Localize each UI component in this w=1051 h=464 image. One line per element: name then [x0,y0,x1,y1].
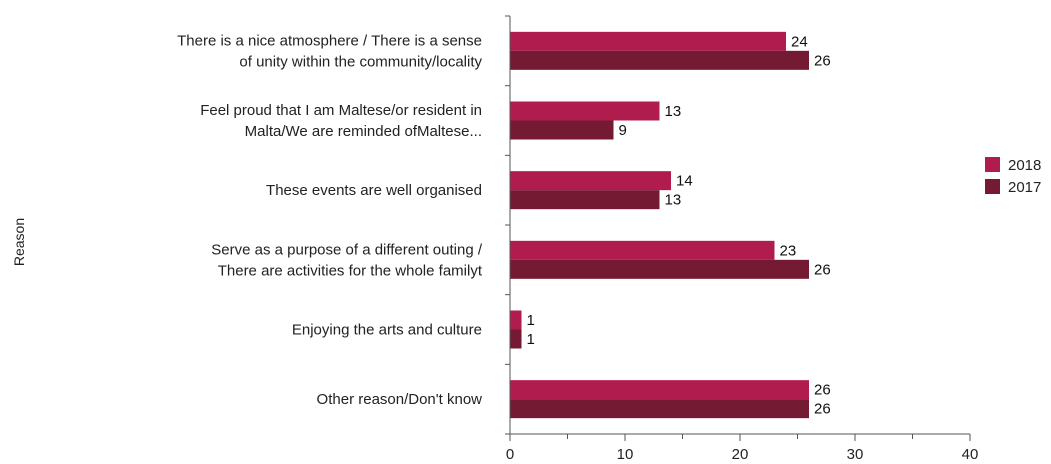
bar-2017-5 [510,399,809,419]
value-label: 9 [619,122,627,139]
bar-2017-1 [510,120,614,140]
category-label: Other reason/Don't know [317,391,483,408]
category-label-line: There is a nice atmosphere / There is a … [177,32,482,49]
x-tick-label: 10 [617,446,634,463]
value-label: 1 [527,331,535,348]
bar-2018-1 [510,101,660,121]
category-label: Feel proud that I am Maltese/or resident… [200,102,482,140]
category-label-line: Other reason/Don't know [317,391,483,408]
category-label-line: There are activities for the whole famil… [218,262,483,279]
category-label: These events are well organised [266,182,482,199]
value-label: 26 [814,261,831,278]
bar-2017-4 [510,329,522,349]
y-axis-title: Reason [11,218,27,266]
legend-label: 2018 [1008,157,1041,174]
bar-2018-4 [510,310,522,330]
value-label: 14 [676,173,693,190]
legend-swatch-2018 [985,157,1000,172]
x-tick-label: 0 [506,446,514,463]
category-label-line: Serve as a purpose of a different outing… [211,241,483,258]
value-label: 24 [791,33,808,50]
category-label-line: Feel proud that I am Maltese/or resident… [200,102,482,119]
value-label: 1 [527,312,535,329]
legend-swatch-2017 [985,179,1000,194]
category-label-line: Enjoying the arts and culture [292,322,482,339]
category-label-line: of unity within the community/locality [239,53,482,70]
bar-2017-0 [510,50,809,70]
value-label: 26 [814,52,831,69]
value-label: 26 [814,382,831,399]
value-label: 23 [780,242,797,259]
value-label: 13 [665,192,682,209]
value-label: 26 [814,401,831,418]
bar-2018-2 [510,171,671,191]
value-label: 13 [665,103,682,120]
bar-2017-3 [510,259,809,279]
category-label-line: Malta/We are reminded ofMaltese... [245,123,482,140]
category-label: Enjoying the arts and culture [292,322,482,339]
category-label-line: These events are well organised [266,182,482,199]
bar-2018-3 [510,240,775,260]
bar-2017-2 [510,190,660,210]
bar-2018-5 [510,380,809,400]
x-tick-label: 40 [962,446,979,463]
category-label: Serve as a purpose of a different outing… [211,241,483,279]
x-tick-label: 20 [732,446,749,463]
x-tick-label: 30 [847,446,864,463]
category-label: There is a nice atmosphere / There is a … [177,32,482,70]
legend-label: 2017 [1008,179,1041,196]
bar-2018-0 [510,31,786,51]
